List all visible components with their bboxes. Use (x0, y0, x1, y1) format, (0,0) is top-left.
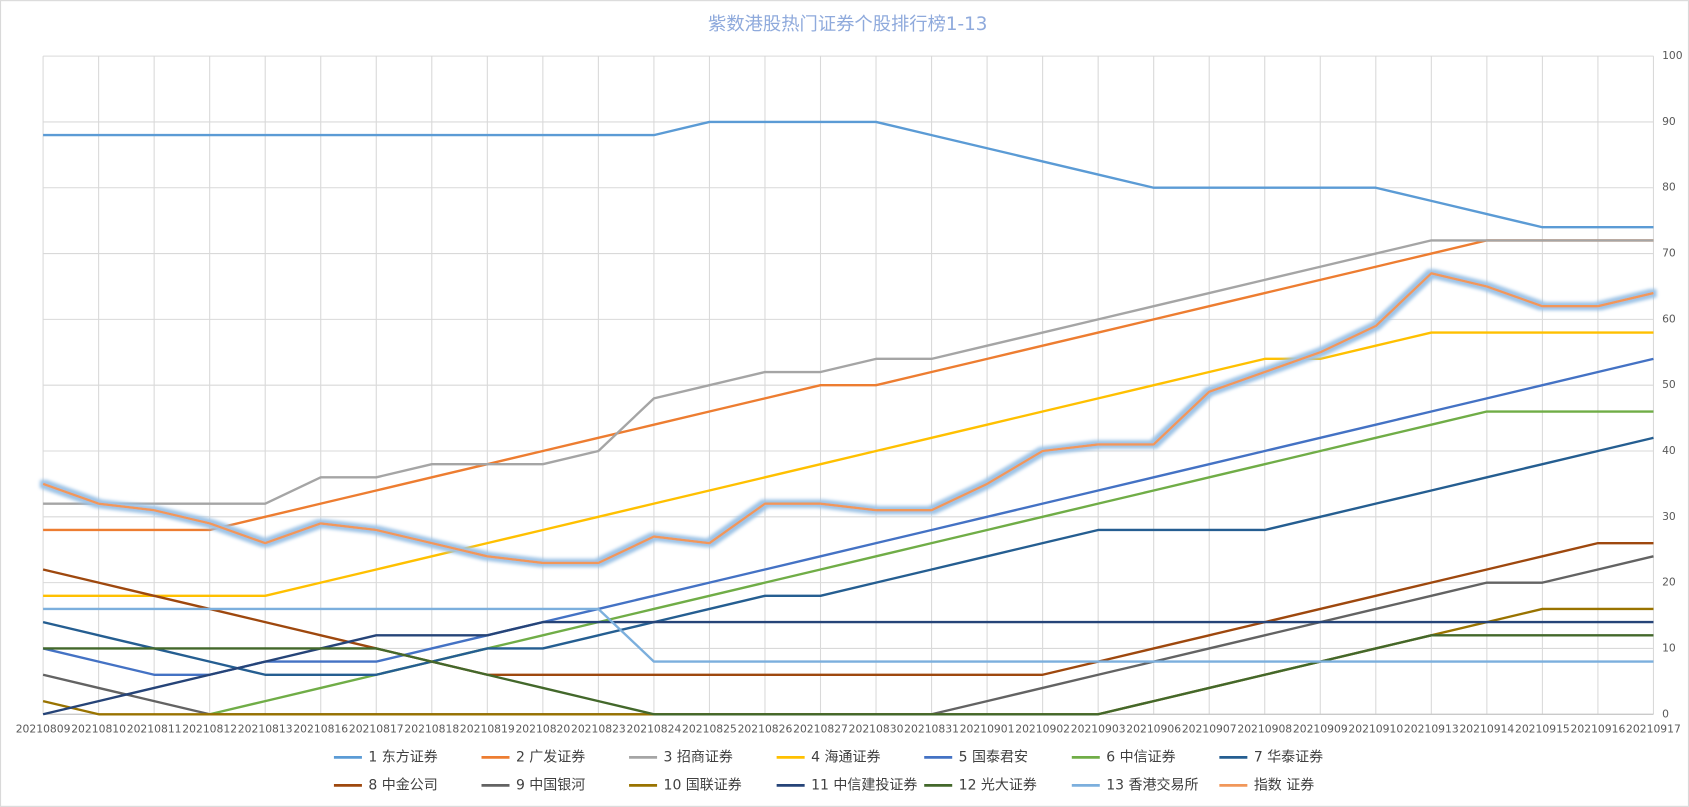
y-tick-label: 60 (1662, 312, 1676, 325)
x-tick-label: 20210824 (627, 722, 682, 735)
x-tick-label: 20210825 (682, 722, 737, 735)
x-tick-label: 20210915 (1515, 722, 1570, 735)
legend-label: 指数 证券 (1254, 777, 1314, 793)
y-tick-label: 40 (1662, 444, 1676, 457)
x-tick-label: 20210909 (1293, 722, 1348, 735)
y-tick-label: 80 (1662, 181, 1676, 194)
y-tick-label: 100 (1662, 49, 1683, 62)
x-tick-label: 20210810 (71, 722, 126, 735)
legend-label: 11 中信建投证券 (811, 777, 917, 793)
x-tick-label: 20210818 (404, 722, 459, 735)
y-tick-label: 90 (1662, 115, 1676, 128)
legend-label: 5 国泰君安 (959, 749, 1028, 765)
y-tick-label: 10 (1662, 641, 1676, 654)
x-tick-label: 20210811 (127, 722, 182, 735)
x-tick-label: 20210819 (460, 722, 515, 735)
legend-label: 8 中金公司 (368, 777, 437, 793)
x-tick-label: 20210830 (849, 722, 904, 735)
series-line (42, 357, 1654, 676)
y-tick-label: 70 (1662, 247, 1676, 260)
series-line (42, 620, 1654, 716)
x-tick-label: 20210916 (1571, 722, 1626, 735)
legend-label: 3 招商证券 (664, 749, 733, 765)
x-tick-label: 20210816 (293, 722, 348, 735)
x-tick-label: 20210817 (349, 722, 404, 735)
x-tick-label: 20210809 (16, 722, 71, 735)
series-line (42, 272, 1654, 565)
x-tick-label: 20210910 (1348, 722, 1403, 735)
x-tick-label: 20210917 (1626, 722, 1681, 735)
x-tick-label: 20210907 (1182, 722, 1237, 735)
chart-title: 紫数港股热门证券个股排行榜1-13 (708, 14, 987, 35)
x-tick-label: 20210827 (793, 722, 848, 735)
legend-label: 9 中国银河 (516, 777, 585, 793)
x-tick-label: 20210826 (738, 722, 793, 735)
legend-label: 10 国联证券 (664, 777, 742, 793)
series-line (43, 331, 1654, 597)
legend-label: 7 华泰证券 (1254, 749, 1323, 765)
series-line (43, 120, 1654, 229)
x-tick-label: 20210906 (1126, 722, 1181, 735)
x-tick-label: 20210823 (571, 722, 626, 735)
x-tick-label: 20210908 (1237, 722, 1292, 735)
x-tick-label: 20210903 (1071, 722, 1126, 735)
legend-label: 13 香港交易所 (1106, 776, 1198, 793)
x-tick-label: 20210813 (238, 722, 293, 735)
series-line (43, 634, 1654, 716)
series-line (42, 541, 1654, 676)
y-tick-label: 20 (1662, 576, 1676, 589)
y-tick-label: 30 (1662, 510, 1676, 523)
series-line (43, 239, 1654, 532)
x-tick-label: 20210914 (1459, 722, 1514, 735)
legend-label: 12 光大证券 (959, 777, 1037, 793)
legend-label: 2 广发证券 (516, 749, 585, 765)
x-tick-label: 20210820 (515, 722, 570, 735)
x-tick-label: 20210812 (182, 722, 237, 735)
x-tick-label: 20210901 (960, 722, 1015, 735)
legend-label: 4 海通证券 (811, 749, 880, 765)
x-tick-label: 20210902 (1015, 722, 1070, 735)
y-tick-label: 0 (1662, 707, 1669, 720)
series-line (43, 607, 1654, 663)
x-tick-label: 20210913 (1404, 722, 1459, 735)
legend-label: 6 中信证券 (1106, 749, 1175, 765)
series-line (42, 436, 1654, 676)
series-line (43, 239, 1654, 505)
legend-label: 1 东方证券 (368, 749, 437, 765)
y-tick-label: 50 (1662, 378, 1676, 391)
x-tick-label: 20210831 (904, 722, 959, 735)
